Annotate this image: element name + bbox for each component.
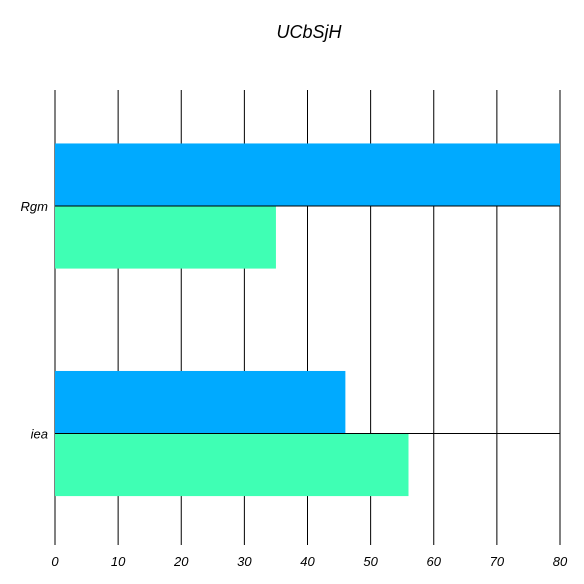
bar-Rgm-series-2 — [55, 206, 276, 269]
category-reference-lines — [55, 205, 560, 435]
bar-Rgm-series-1 — [55, 143, 560, 207]
x-tick-label-0: 0 — [51, 554, 59, 569]
x-tick-label-5: 50 — [363, 554, 378, 569]
x-tick-label-3: 30 — [237, 554, 252, 569]
bar-iea-series-1 — [55, 370, 346, 434]
bars — [55, 143, 560, 497]
x-tick-label-6: 60 — [427, 554, 442, 569]
category-label-iea: iea — [31, 427, 48, 442]
x-tick-labels: 0 10 20 30 40 50 60 70 80 — [51, 554, 568, 569]
x-tick-label-7: 70 — [490, 554, 505, 569]
x-tick-label-8: 80 — [553, 554, 568, 569]
x-tick-label-2: 20 — [173, 554, 189, 569]
x-tick-label-4: 40 — [300, 554, 315, 569]
bar-iea-series-2 — [55, 433, 409, 497]
category-labels: Rgm iea — [21, 199, 49, 442]
category-label-Rgm: Rgm — [21, 199, 49, 214]
x-tick-label-1: 10 — [111, 554, 126, 569]
chart-title: UCbSjH — [276, 22, 342, 42]
